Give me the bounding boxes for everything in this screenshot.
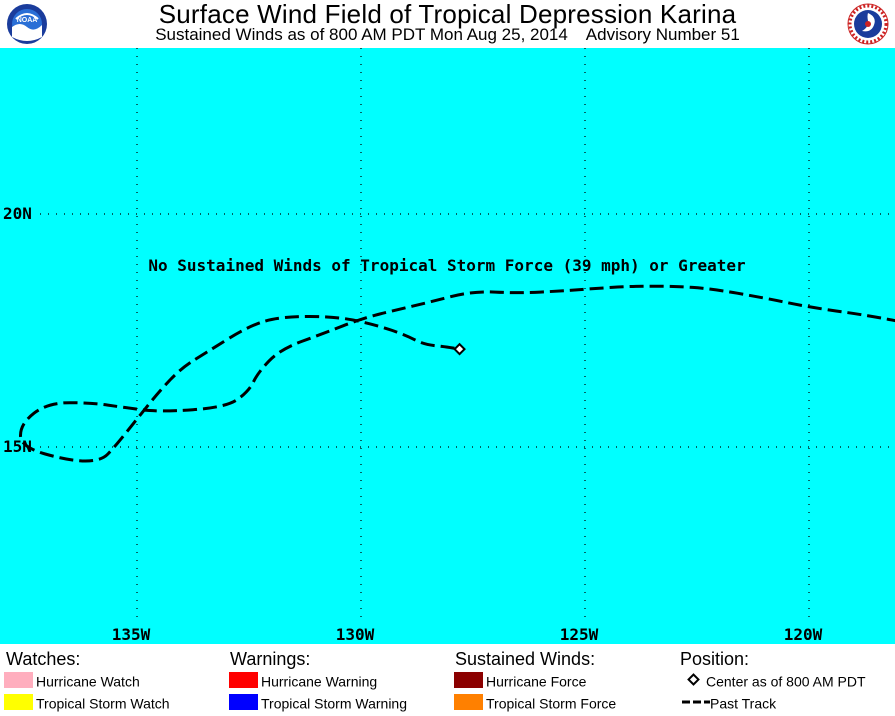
diamond-icon — [687, 673, 700, 687]
noaa-logo: NOAA — [7, 4, 47, 44]
grid-labels: 135W 130W 125W 120W 20N 15N — [3, 204, 823, 644]
dashed-line-icon — [682, 700, 710, 704]
latitude-label: 15N — [3, 437, 32, 456]
hurricane-watch-swatch — [4, 672, 33, 689]
svg-text:NOAA: NOAA — [17, 17, 38, 24]
advisory-subtitle: Sustained Winds as of 800 AM PDT Mon Aug… — [155, 25, 740, 44]
storm-map-canvas: 135W 130W 125W 120W 20N 15N No Sustained Wind… — [3, 48, 895, 644]
past-track-line — [19, 284, 895, 463]
tropical-storm-force-swatch — [454, 694, 483, 711]
national-weather-service-logo — [847, 3, 889, 45]
legend-watches-title: Watches: — [6, 649, 81, 669]
legend-hurricane-watch: Hurricane Watch — [4, 671, 140, 689]
map-legend: Watches: Hurricane Watch Tropical Storm … — [0, 644, 895, 716]
page-title: Surface Wind Field of Tropical Depressio… — [158, 0, 737, 29]
legend-tropical-storm-watch: Tropical Storm Watch — [4, 693, 170, 711]
latitude-label: 20N — [3, 204, 32, 223]
wind-annotation: No Sustained Winds of Tropical Storm For… — [148, 256, 745, 275]
legend-winds-title: Sustained Winds: — [455, 649, 596, 669]
legend-past-track: Past Track — [682, 693, 776, 711]
storm-map: 135W 130W 125W 120W 20N 15N No Sustained Wind… — [0, 48, 895, 644]
lat-lon-grid — [40, 48, 895, 620]
tropical-storm-warning-swatch — [229, 694, 258, 711]
map-header: NOAA Surface Wind Field of Tropical Depr… — [0, 0, 895, 48]
legend-center-position: Center as of 800 AM PDT — [682, 671, 866, 689]
legend-position-title: Position: — [680, 649, 750, 669]
tropical-storm-watch-swatch — [4, 694, 33, 711]
longitude-label: 125W — [560, 625, 599, 644]
legend-tropical-storm-warning: Tropical Storm Warning — [229, 693, 407, 711]
hurricane-warning-swatch — [229, 672, 258, 689]
legend-tropical-storm-force: Tropical Storm Force — [454, 693, 616, 711]
longitude-label: 120W — [784, 625, 823, 644]
hurricane-force-swatch — [454, 672, 483, 689]
storm-center-diamond-icon — [453, 342, 466, 356]
longitude-label: 130W — [336, 625, 375, 644]
legend-warnings-title: Warnings: — [230, 649, 311, 669]
legend-hurricane-warning: Hurricane Warning — [229, 671, 377, 689]
longitude-label: 135W — [112, 625, 151, 644]
legend-hurricane-force: Hurricane Force — [454, 671, 586, 689]
